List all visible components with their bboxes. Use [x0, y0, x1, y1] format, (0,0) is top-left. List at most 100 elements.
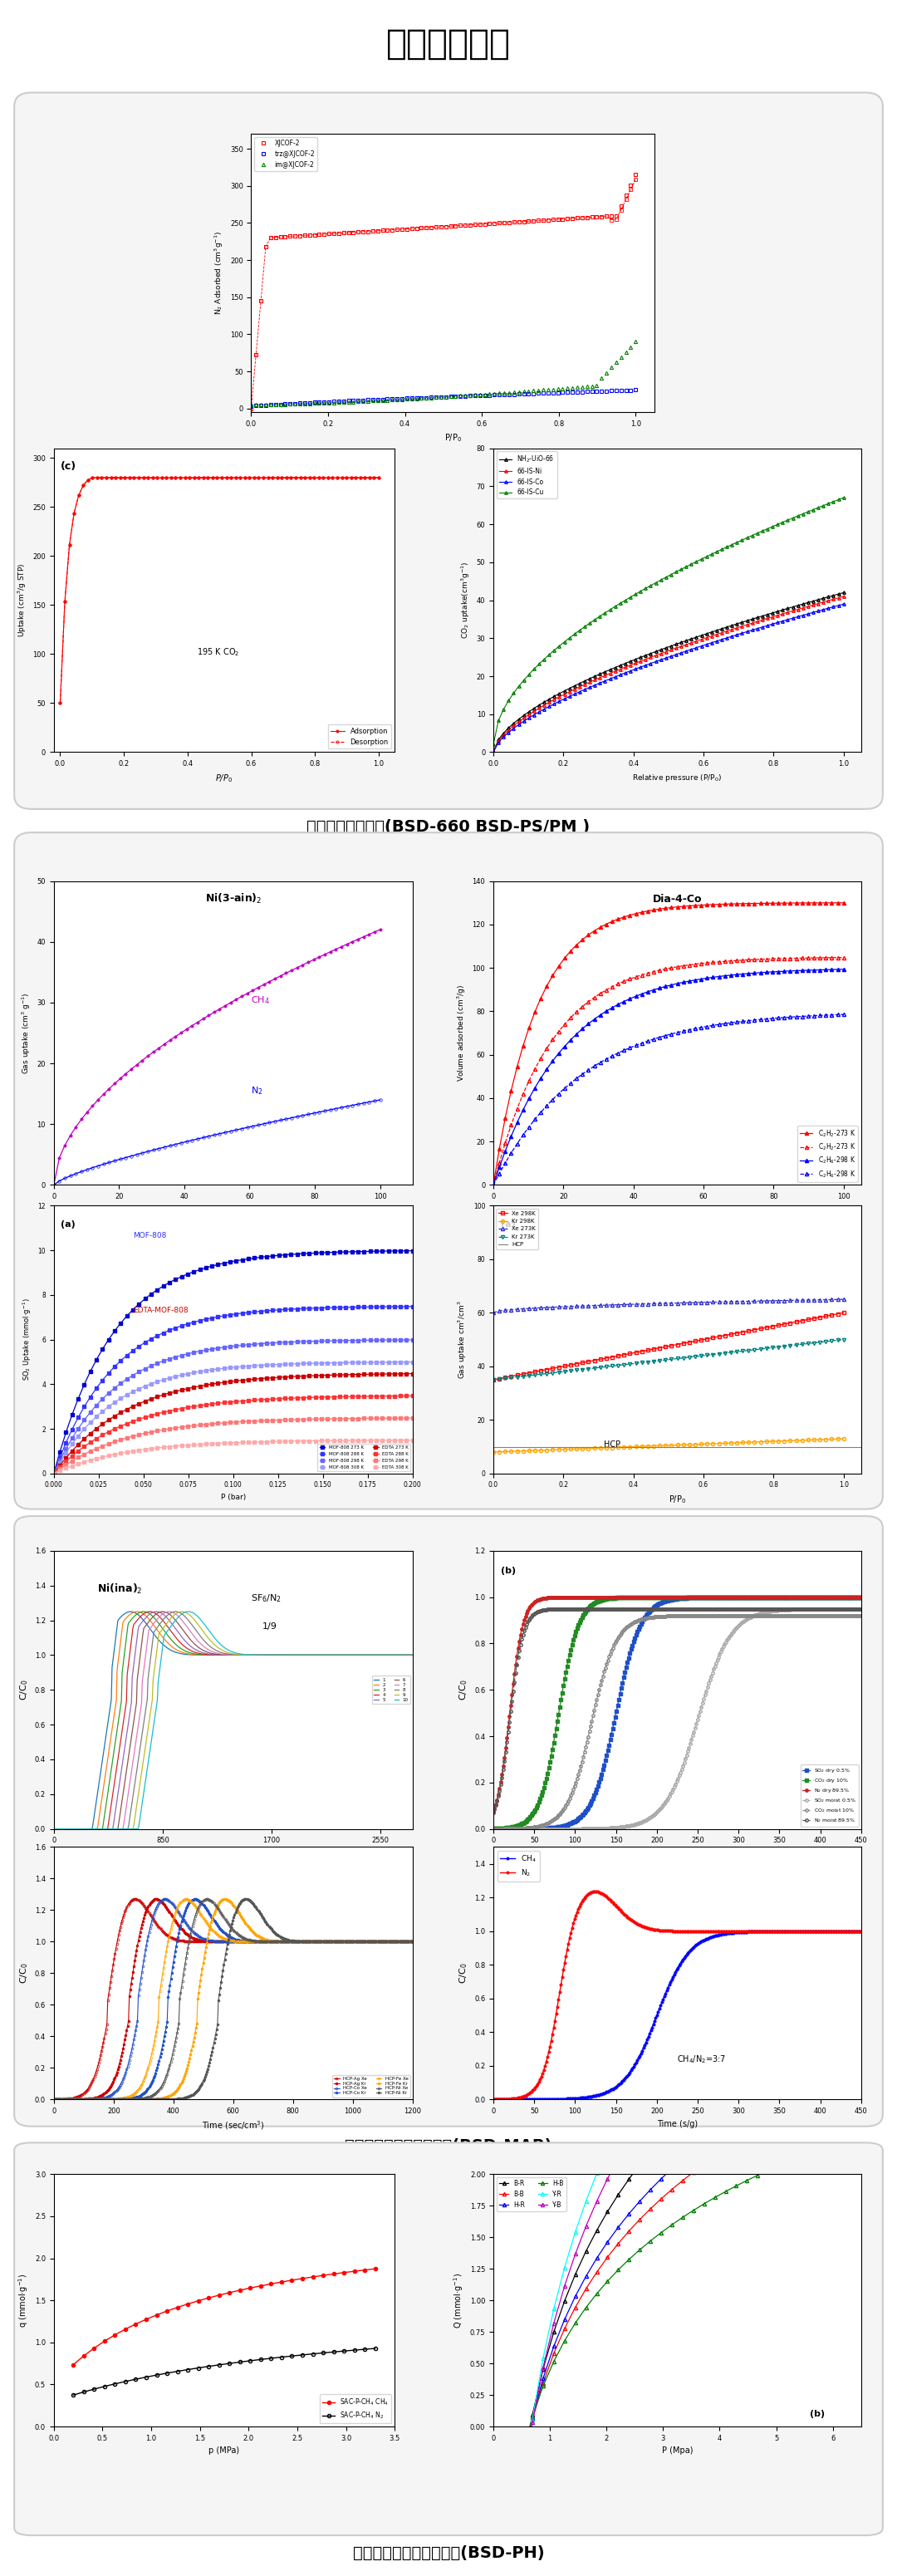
EDTA 288 K: [164, 1396, 175, 1427]
HCP-Ni Xe: [201, 1883, 212, 1914]
6: [263, 1638, 274, 1669]
Text: CH$_4$/N$_2$=3:7: CH$_4$/N$_2$=3:7: [677, 2053, 727, 2066]
C$_2$H$_6$-298 K: [838, 953, 849, 984]
6: [48, 1814, 59, 1844]
Adsorption: [87, 461, 98, 492]
Kr 298K: [547, 1435, 558, 1466]
CH$_4$: [375, 914, 386, 945]
Line: CH$_4$: CH$_4$: [492, 1929, 863, 2102]
2: [48, 1814, 59, 1844]
2: [220, 1638, 231, 1669]
X-axis label: Relative pressure (P/P$_0$): Relative pressure (P/P$_0$): [632, 773, 722, 783]
Kr 298K: [488, 1437, 499, 1468]
66-IS-Cu: [595, 600, 605, 631]
B-B: [742, 2120, 753, 2151]
C$_2$H$_6$-298 K: [601, 997, 612, 1028]
2: [132, 1597, 143, 1628]
NH$_2$-UiO-66: [570, 670, 580, 701]
HCP-Fe Xe: [165, 1914, 176, 1945]
im@XJCOF-2: [494, 379, 505, 410]
HCP-Ni Xe: [190, 1899, 201, 1929]
N$_2$: [856, 1917, 867, 1947]
C$_2$H$_2$-273 K: [838, 943, 849, 974]
HCP-Ag Xe: [275, 1927, 286, 1958]
Y-B: [517, 2481, 527, 2512]
Y-R: [816, 1865, 827, 1896]
SAC-P-CH$_4$ N$_2$: [266, 2342, 276, 2372]
Y-axis label: CO$_2$ uptake(cm$^3$g$^{-1}$): CO$_2$ uptake(cm$^3$g$^{-1}$): [460, 562, 472, 639]
MOF-808 298 K: [274, 1327, 284, 1358]
EDTA 273 K: [274, 1363, 284, 1394]
Legend: SO$_2$ dry 0.5%, CO$_2$ dry 10%, N$_2$ dry 89.5%, SO$_2$ moist 0.5%, CO$_2$ mois: SO$_2$ dry 0.5%, CO$_2$ dry 10%, N$_2$ d…: [800, 1765, 858, 1826]
Xe 298K: [708, 1321, 718, 1352]
H-B: [710, 2182, 720, 2213]
SAC-P-CH$_4$ N$_2$: [89, 2372, 100, 2403]
Text: MOF-808: MOF-808: [133, 1231, 166, 1239]
5: [407, 1641, 418, 1672]
EDTA 308 K: [170, 1430, 181, 1461]
HCP-Fe Xe: [310, 1927, 321, 1958]
trz@XJCOF-2: [475, 381, 485, 412]
SAC-P-CH$_4$ N$_2$: [328, 2336, 339, 2367]
X-axis label: P/P$_0$: P/P$_0$: [444, 433, 462, 443]
H-R: [785, 2071, 796, 2102]
im@XJCOF-2: [246, 389, 257, 420]
SAC-P-CH$_4$ CH$_4$: [213, 2280, 224, 2311]
MOF-808 308 K: [152, 1365, 162, 1396]
CH$_4$: [707, 1922, 718, 1953]
B-B: [699, 2148, 710, 2179]
im@XJCOF-2: [479, 379, 490, 410]
CH$_4$: [253, 971, 264, 1002]
Y-R: [677, 2004, 688, 2035]
4: [48, 1814, 59, 1844]
1: [344, 1641, 354, 1672]
B-B: [602, 2241, 613, 2272]
SAC-P-CH$_4$ CH$_4$: [224, 2277, 235, 2308]
NH$_2$-UiO-66: [488, 737, 499, 768]
H-B: [699, 2190, 710, 2221]
EDTA 298 K: [140, 1417, 151, 1448]
SAC-P-CH$_4$ CH$_4$: [152, 2300, 162, 2331]
B-B: [623, 2215, 634, 2246]
EDTA 308 K: [407, 1425, 418, 1455]
CH$_4$: [822, 1917, 832, 1947]
im@XJCOF-2: [475, 379, 485, 410]
Y-R: [559, 2251, 570, 2282]
X-axis label: Pressure (kPa): Pressure (kPa): [649, 1206, 706, 1213]
Xe 298K: [488, 1365, 499, 1396]
Kr 273K: [488, 1365, 499, 1396]
B-B: [688, 2156, 699, 2187]
NH$_2$-UiO-66: [782, 592, 793, 623]
H-B: [580, 2293, 591, 2324]
Y-R: [591, 2159, 602, 2190]
MOF-808 308 K: [170, 1360, 181, 1391]
SAC-P-CH$_4$ N$_2$: [318, 2336, 328, 2367]
Y-axis label: C/C$_0$: C/C$_0$: [458, 1680, 470, 1700]
CH$_4$: [706, 1922, 717, 1953]
HCP-Ag Kr: [151, 1883, 161, 1914]
N$_2$: [708, 1917, 718, 1947]
NH$_2$-UiO-66: [579, 665, 590, 696]
SAC-P-CH$_4$ CH$_4$: [120, 2313, 131, 2344]
B-B: [763, 2110, 774, 2141]
7: [263, 1638, 274, 1669]
3: [220, 1638, 231, 1669]
HCP-Co Xe: [407, 1927, 418, 1958]
4: [399, 1641, 410, 1672]
66-IS-Cu: [681, 551, 692, 582]
4: [243, 1638, 254, 1669]
Y-B: [720, 2002, 731, 2032]
Xe 273K: [547, 1291, 558, 1321]
HCP-Fe Kr: [310, 1927, 321, 1958]
EDTA 298 K: [407, 1401, 418, 1432]
Text: 比表面积孔径分析(BSD-660 BSD-PS/PM ): 比表面积孔径分析(BSD-660 BSD-PS/PM ): [307, 819, 590, 835]
Y-R: [785, 1891, 796, 1922]
B-B: [785, 2097, 796, 2128]
CH$_4$: [159, 1028, 170, 1059]
HCP-Co Kr: [407, 1927, 418, 1958]
C$_2$H$_2$-273 K: [577, 992, 588, 1023]
C$_2$H$_6$-298 K: [547, 1046, 558, 1077]
FancyBboxPatch shape: [14, 1517, 883, 2125]
B-B: [517, 2452, 527, 2483]
H-R: [710, 2117, 720, 2148]
